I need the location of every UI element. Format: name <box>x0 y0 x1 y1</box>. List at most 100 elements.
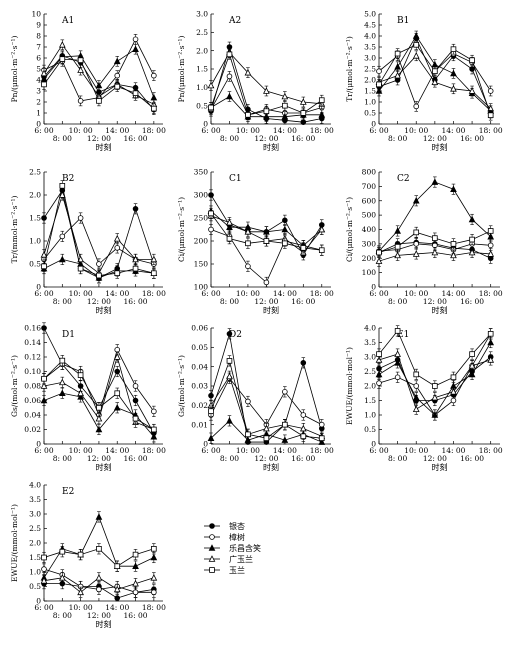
data-point <box>208 392 214 399</box>
series-2 <box>375 176 495 257</box>
data-point <box>281 225 289 233</box>
data-point <box>450 46 457 52</box>
data-point <box>468 248 476 256</box>
series-3 <box>375 348 495 415</box>
data-point <box>450 69 457 77</box>
data-point <box>413 42 420 48</box>
x-tick-label: 12: 00 <box>254 297 278 306</box>
legend-label: 玉兰 <box>229 565 245 575</box>
data-point <box>114 390 121 397</box>
data-point <box>394 374 401 381</box>
y-tick-label: 0 <box>371 283 376 292</box>
data-point <box>376 249 382 256</box>
data-point <box>318 435 325 441</box>
legend-marker <box>209 567 215 573</box>
y-tick-label: 1.5 <box>29 214 41 223</box>
x-tick-label: 14: 00 <box>273 289 297 298</box>
data-point <box>114 346 121 353</box>
data-point <box>412 32 420 39</box>
series-3 <box>375 247 495 267</box>
data-point <box>375 356 383 363</box>
legend-marker <box>209 534 215 540</box>
panel-label: D1 <box>62 330 75 340</box>
data-point <box>59 548 66 555</box>
data-point <box>450 85 457 92</box>
panel-label: A1 <box>61 16 74 26</box>
y-tick-label: 2.5 <box>364 65 376 74</box>
data-point <box>432 68 438 75</box>
data-point <box>95 574 103 581</box>
x-tick-label: 16: 00 <box>291 134 315 143</box>
data-point <box>244 436 252 443</box>
data-point <box>263 87 270 94</box>
data-point <box>151 105 157 112</box>
x-tick-label: 18: 00 <box>310 289 334 298</box>
y-tick-label: 0.08 <box>24 382 41 391</box>
data-point <box>300 359 307 366</box>
data-point <box>114 83 121 90</box>
data-point <box>207 434 215 442</box>
y-tick-label: 9 <box>36 21 41 30</box>
x-tick-label: 10: 00 <box>404 289 428 298</box>
data-point <box>450 251 457 259</box>
x-tick-label: 8: 00 <box>220 454 239 463</box>
x-tick-label: 6: 00 <box>201 126 220 135</box>
data-point <box>394 50 401 57</box>
data-point <box>450 374 457 381</box>
data-point <box>431 178 439 185</box>
data-point <box>40 576 48 584</box>
y-tick-label: 0.5 <box>364 109 376 118</box>
data-point <box>77 372 84 378</box>
y-tick-label: 1.0 <box>29 237 41 246</box>
y-tick-label: 0 <box>36 440 41 449</box>
data-point <box>226 218 233 226</box>
series-4 <box>376 39 494 121</box>
y-axis-title: Pn/(μmol·m⁻²·s⁻¹) <box>10 36 19 103</box>
y-tick-label: 350 <box>194 168 209 177</box>
data-point <box>432 383 438 389</box>
data-point <box>41 263 47 270</box>
y-tick-label: 1.5 <box>364 87 376 96</box>
panel-label: B1 <box>397 16 409 26</box>
y-axis-title: Pn/(μmol·m⁻²·s⁻¹) <box>177 36 186 103</box>
y-tick-label: 3.5 <box>29 495 41 504</box>
y-tick-label: 10 <box>31 10 41 19</box>
data-point <box>244 228 252 235</box>
data-point <box>468 361 476 369</box>
data-point <box>487 250 495 257</box>
data-point <box>245 240 251 247</box>
data-point <box>150 574 158 581</box>
data-point <box>300 412 307 418</box>
data-point <box>263 238 270 244</box>
x-tick-label: 6: 00 <box>34 289 53 298</box>
panel-d2: 0 0.01 0.02 0.03 0.04 0.05 0.06 6: 00 10: 00 14: … <box>177 324 334 472</box>
x-axis-title: 时刻 <box>432 462 448 472</box>
data-point <box>431 411 439 418</box>
y-axis-title: Gs/(mol·m⁻²·s⁻¹) <box>177 355 186 417</box>
y-tick-label: 0.12 <box>24 353 41 362</box>
y-tick-label: 2.5 <box>29 524 41 533</box>
x-axis-title: 时刻 <box>96 619 112 629</box>
panel-label: B2 <box>62 174 74 184</box>
data-point <box>487 356 495 363</box>
data-point <box>226 417 233 424</box>
x-tick-label: 6: 00 <box>369 446 388 455</box>
data-point <box>96 586 102 593</box>
panel-label: D2 <box>229 330 242 340</box>
data-point <box>413 229 420 236</box>
data-point <box>263 108 270 114</box>
data-point <box>95 425 103 433</box>
panel-c1: 100 150 200 250 300 350 6: 00 10: 00 14: 00 18: 0… <box>177 168 334 315</box>
y-tick-label: 4 <box>36 76 41 85</box>
x-tick-label: 18: 00 <box>142 289 166 298</box>
data-point <box>114 368 121 375</box>
data-point <box>132 255 139 263</box>
x-tick-label: 18: 00 <box>310 446 334 455</box>
data-point <box>300 245 307 251</box>
series-4 <box>41 53 157 114</box>
data-point <box>132 562 139 569</box>
data-point <box>96 272 102 279</box>
data-point <box>132 90 139 97</box>
x-tick-label: 14: 00 <box>105 603 129 612</box>
data-point <box>114 270 121 276</box>
